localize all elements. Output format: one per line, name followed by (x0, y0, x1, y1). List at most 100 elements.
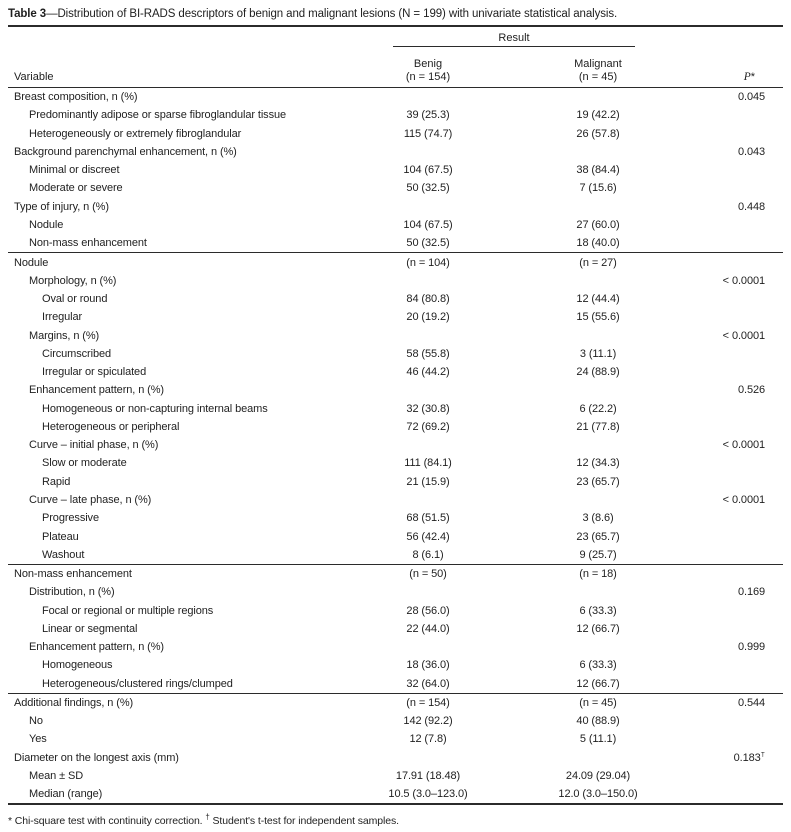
bi-rads-table: Result Variable Benig (n = 154) Malignan… (8, 25, 783, 806)
table-row: Curve – initial phase, n (%) < 0.0001 (8, 436, 783, 454)
row-malignant-value: (n = 18) (579, 568, 617, 581)
row-benign-value: 84 (80.8) (406, 293, 450, 306)
row-malignant-value: 6 (22.2) (579, 402, 617, 415)
row-malignant-value: 23 (65.7) (576, 530, 620, 543)
row-variable: Progressive (42, 512, 99, 525)
table-row: Homogeneous or non-capturing internal be… (8, 400, 783, 418)
row-malignant-value: 18 (40.0) (576, 237, 620, 250)
table-row: Slow or moderate 111 (84.1) 12 (34.3) (8, 454, 783, 472)
row-malignant-value: 12 (66.7) (576, 677, 620, 690)
row-malignant-value: 21 (77.8) (576, 420, 620, 433)
table-title-number: Table 3 (8, 8, 47, 20)
row-malignant-value: 12 (66.7) (576, 622, 620, 635)
row-variable: Slow or moderate (42, 457, 127, 470)
row-malignant-value: 26 (57.8) (576, 127, 620, 140)
row-variable: Breast composition, n (%) (14, 91, 138, 104)
table-row: Enhancement pattern, n (%) 0.526 (8, 381, 783, 399)
benign-n: (n = 154) (405, 70, 451, 83)
row-variable: Washout (42, 548, 85, 561)
row-malignant-value: 12.0 (3.0–150.0) (558, 788, 638, 801)
row-variable: Median (range) (29, 788, 103, 801)
row-variable: Yes (29, 733, 47, 746)
row-benign-value: 18 (36.0) (406, 659, 450, 672)
row-malignant-value: 23 (65.7) (576, 475, 620, 488)
row-p-value: 0.045 (737, 91, 765, 104)
row-malignant-value: 6 (33.3) (579, 604, 617, 617)
table-row: Yes 12 (7.8) 5 (11.1) (8, 730, 783, 748)
row-benign-value: 20 (19.2) (406, 311, 450, 324)
table-row: Plateau 56 (42.4) 23 (65.7) (8, 527, 783, 545)
malignant-label: Malignant (574, 58, 622, 70)
table-row: Focal or regional or multiple regions 28 … (8, 601, 783, 619)
table-row: Progressive 68 (51.5) 3 (8.6) (8, 509, 783, 527)
row-variable: Enhancement pattern, n (%) (29, 384, 164, 397)
table-row: Heterogeneously or extremely fibroglandu… (8, 125, 783, 143)
result-span: Result (348, 27, 688, 47)
table-row: Moderate or severe 50 (32.5) 7 (15.6) (8, 179, 783, 197)
column-header-variable: Variable (14, 70, 54, 83)
header-spacer-left (8, 27, 348, 47)
row-benign-value: 115 (74.7) (403, 127, 453, 140)
table-row: Type of injury, n (%) 0.448 (8, 198, 783, 216)
row-variable: Distribution, n (%) (29, 586, 115, 599)
table-row: Linear or segmental 22 (44.0) 12 (66.7) (8, 620, 783, 638)
row-malignant-value: 9 (25.7) (579, 548, 617, 561)
row-malignant-value: 6 (33.3) (579, 659, 617, 672)
row-benign-value: 17.91 (18.48) (395, 769, 461, 782)
row-variable: Moderate or severe (29, 182, 123, 195)
row-benign-value: (n = 154) (406, 696, 450, 709)
row-variable: Mean ± SD (29, 769, 84, 782)
row-benign-value: (n = 50) (409, 568, 447, 581)
row-malignant-value: 5 (11.1) (579, 733, 617, 746)
column-header-malignant: Malignant (n = 45) (508, 58, 688, 83)
row-p-value: < 0.0001 (722, 274, 765, 287)
row-malignant-value: 3 (8.6) (582, 512, 614, 525)
footnote-t-test: Student's t-test for independent samples… (212, 815, 400, 828)
table-row: Distribution, n (%) 0.169 (8, 583, 783, 601)
row-variable: Irregular or spiculated (42, 366, 147, 379)
table-row: Non-mass enhancement (n = 50) (n = 18) (8, 563, 783, 583)
row-malignant-value: (n = 45) (579, 696, 617, 709)
row-variable: Minimal or discreet (29, 164, 120, 177)
row-benign-value: 8 (6.1) (412, 548, 444, 561)
table-row: Background parenchymal enhancement, n (%… (8, 143, 783, 161)
row-benign-value: 68 (51.5) (406, 512, 450, 525)
row-variable: Irregular (42, 311, 83, 324)
row-benign-value: 28 (56.0) (406, 604, 450, 617)
table-row: Circumscribed 58 (55.8) 3 (11.1) (8, 345, 783, 363)
table-row: Heterogeneous/clustered rings/clumped 32 … (8, 675, 783, 693)
row-variable: Predominantly adipose or sparse fibrogla… (29, 109, 287, 122)
row-variable: Additional findings, n (%) (14, 696, 134, 709)
p-label: P (743, 70, 751, 83)
row-variable: Circumscribed (42, 347, 111, 360)
row-variable: Enhancement pattern, n (%) (29, 641, 164, 654)
table-row: Breast composition, n (%) 0.045 (8, 88, 783, 106)
table-header-result-row: Result (8, 25, 783, 47)
table-row: Heterogeneous or peripheral 72 (69.2) 21 (… (8, 418, 783, 436)
row-variable: No (29, 715, 43, 728)
row-benign-value: 56 (42.4) (406, 530, 450, 543)
row-variable: Background parenchymal enhancement, n (%… (14, 145, 237, 158)
row-malignant-value: 40 (88.9) (576, 715, 620, 728)
row-malignant-value: (n = 27) (579, 256, 617, 269)
row-p-value: 0.169 (737, 586, 765, 599)
table-body: Breast composition, n (%) 0.045 Predominan… (8, 88, 783, 806)
row-variable: Homogeneous (42, 659, 113, 672)
row-benign-value: 58 (55.8) (406, 347, 450, 360)
table-row: Nodule (n = 104) (n = 27) (8, 252, 783, 271)
table-title: Table 3—Distribution of BI-RADS descript… (8, 7, 783, 21)
row-benign-value: 22 (44.0) (406, 622, 450, 635)
table-row: Non-mass enhancement 50 (32.5) 18 (40.0) (8, 234, 783, 252)
table-title-caption: —Distribution of BI-RADS descriptors of … (46, 8, 618, 20)
row-variable: Focal or regional or multiple regions (42, 604, 214, 617)
table-row: Irregular or spiculated 46 (44.2) 24 (88.9… (8, 363, 783, 381)
row-malignant-value: 27 (60.0) (576, 218, 620, 231)
row-malignant-value: 12 (44.4) (576, 293, 620, 306)
table-row: Nodule 104 (67.5) 27 (60.0) (8, 216, 783, 234)
table-header-columns-row: Variable Benig (n = 154) Malignant (n = … (8, 47, 783, 88)
table-row: Minimal or discreet 104 (67.5) 38 (84.4) (8, 161, 783, 179)
row-benign-value: 142 (92.2) (403, 715, 453, 728)
row-benign-value: 21 (15.9) (406, 475, 450, 488)
row-benign-value: 50 (32.5) (406, 182, 450, 195)
row-malignant-value: 24.09 (29.04) (565, 769, 631, 782)
